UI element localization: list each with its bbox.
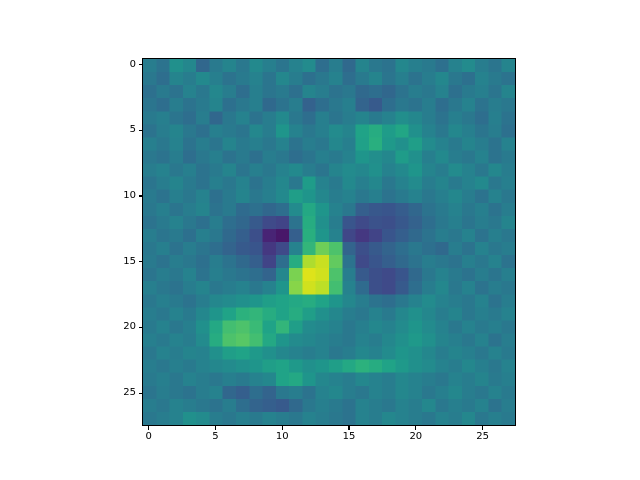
y-tick-label: 25 xyxy=(123,387,136,399)
y-tick-label: 15 xyxy=(123,255,136,267)
x-tick-mark xyxy=(482,426,484,430)
y-tick-mark xyxy=(138,64,142,66)
heatmap-image xyxy=(143,59,515,425)
x-tick-mark xyxy=(214,426,216,430)
x-tick-mark xyxy=(348,426,350,430)
x-tick-label: 25 xyxy=(476,431,489,442)
y-tick-mark xyxy=(138,195,142,197)
x-tick-label: 5 xyxy=(212,431,219,442)
y-tick-mark xyxy=(138,326,142,328)
y-tick-mark xyxy=(138,129,142,131)
x-tick-label: 0 xyxy=(145,431,152,442)
x-tick-mark xyxy=(415,426,417,430)
y-tick-label: 5 xyxy=(129,124,136,136)
y-tick-label: 0 xyxy=(129,58,136,70)
x-tick-mark xyxy=(148,426,150,430)
x-tick-mark xyxy=(281,426,283,430)
x-tick-label: 20 xyxy=(409,431,423,442)
y-tick-label: 20 xyxy=(123,321,136,333)
y-tick-mark xyxy=(138,261,142,263)
x-tick-label: 10 xyxy=(275,431,289,442)
heatmap-axes xyxy=(142,58,516,426)
y-tick-label: 10 xyxy=(123,190,136,201)
x-tick-label: 15 xyxy=(342,431,356,442)
y-tick-mark xyxy=(138,392,142,394)
